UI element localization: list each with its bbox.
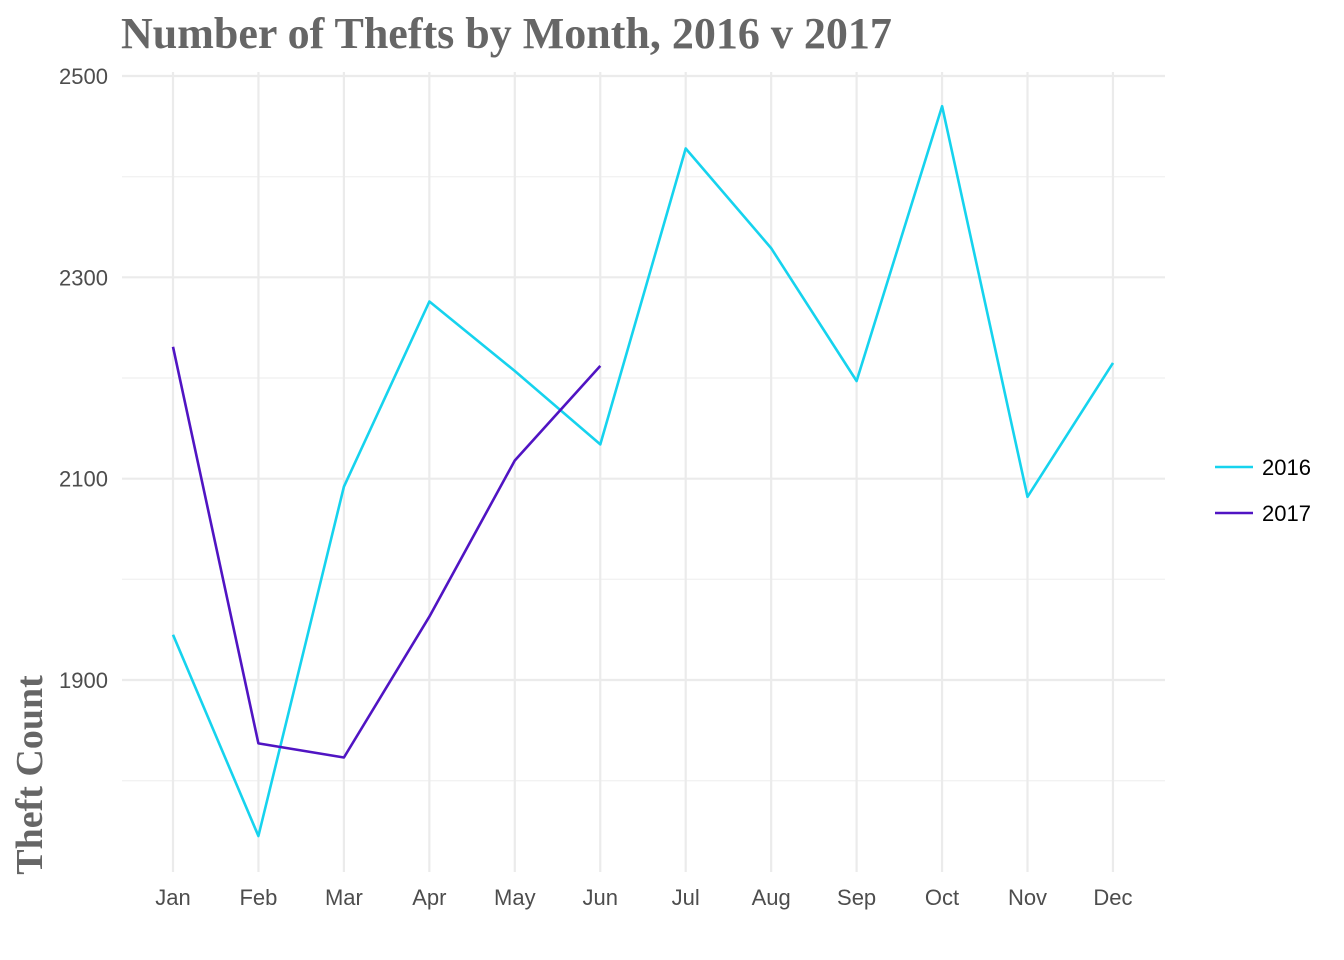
legend: 2016 2017 xyxy=(1215,455,1311,526)
x-tick-label: Aug xyxy=(752,885,791,910)
x-tick-label: Jan xyxy=(155,885,190,910)
y-tick-label: 2100 xyxy=(59,467,108,492)
y-axis-label: Theft Count xyxy=(9,675,51,875)
x-tick-label: Apr xyxy=(412,885,446,910)
x-tick-label: May xyxy=(494,885,536,910)
series-lines xyxy=(171,104,1115,838)
legend-label-2017: 2017 xyxy=(1262,501,1311,526)
x-tick-label: Jun xyxy=(583,885,618,910)
x-tick-label: Feb xyxy=(239,885,277,910)
x-axis-ticks: Jan Feb Mar Apr May Jun Jul Aug Sep Oct Nov Dec xyxy=(155,885,1132,910)
x-tick-label: Oct xyxy=(925,885,959,910)
x-tick-label: Jul xyxy=(672,885,700,910)
x-tick-label: Sep xyxy=(837,885,876,910)
x-tick-label: Nov xyxy=(1008,885,1047,910)
chart-title: Number of Thefts by Month, 2016 v 2017 xyxy=(121,9,892,58)
series-line-2017 xyxy=(171,346,602,759)
y-tick-label: 2500 xyxy=(59,64,108,89)
legend-label-2016: 2016 xyxy=(1262,455,1311,480)
series-line-2016 xyxy=(171,104,1115,838)
x-tick-label: Dec xyxy=(1093,885,1132,910)
x-tick-label: Mar xyxy=(325,885,363,910)
grid-lines xyxy=(122,72,1165,872)
y-tick-label: 1900 xyxy=(59,668,108,693)
y-axis-ticks: 1900 2100 2300 2500 xyxy=(59,64,108,693)
y-tick-label: 2300 xyxy=(59,265,108,290)
